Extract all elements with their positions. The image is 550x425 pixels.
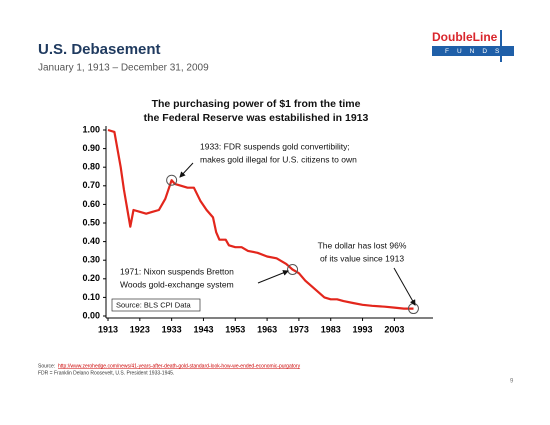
- y-tick-label: 0.90: [82, 143, 100, 153]
- annotation: 1933: FDR suspends gold convertibility;: [200, 141, 350, 151]
- x-tick-label: 1923: [130, 324, 150, 334]
- source-link[interactable]: http://www.zerohedge.com/news/41-years-a…: [58, 363, 301, 369]
- logo: DoubleLine FUNDS: [432, 30, 514, 62]
- x-tick-label: 1913: [98, 324, 118, 334]
- y-tick-label: 0.70: [82, 180, 100, 190]
- slide-title: U.S. Debasement: [38, 41, 161, 58]
- y-tick-label: 0.30: [82, 255, 100, 265]
- annotation: makes gold illegal for U.S. citizens to …: [200, 154, 357, 164]
- chart-title: The purchasing power of $1 from the time: [152, 98, 361, 110]
- annotation: Woods gold-exchange system: [120, 279, 234, 289]
- x-tick-label: 1933: [162, 324, 182, 334]
- chart: The purchasing power of $1 from the time…: [82, 98, 433, 334]
- x-tick-label: 1973: [289, 324, 309, 334]
- x-tick-label: 1993: [353, 324, 373, 334]
- x-tick-label: 1943: [193, 324, 213, 334]
- x-tick-label: 1953: [225, 324, 245, 334]
- highlight-circle: [287, 264, 299, 275]
- annotation-arrow: [257, 270, 289, 284]
- annotation: 1971: Nixon suspends Bretton: [120, 266, 234, 276]
- logo-bar: [432, 46, 514, 56]
- chart-source: Source: BLS CPI Data: [116, 300, 191, 309]
- y-tick-label: 0.80: [82, 162, 100, 172]
- page-number: 9: [510, 379, 514, 385]
- y-tick-label: 1.00: [82, 124, 100, 134]
- y-tick-label: 0.00: [82, 310, 100, 320]
- annotation: of its value since 1913: [320, 253, 404, 263]
- y-tick-label: 0.20: [82, 273, 100, 283]
- annotation: The dollar has lost 96%: [318, 240, 407, 250]
- slide-subtitle: January 1, 1913 – December 31, 2009: [38, 63, 209, 74]
- annotation-arrow: [393, 267, 416, 306]
- logo-sub: FUNDS: [445, 48, 507, 55]
- source-box: [111, 298, 201, 312]
- highlight-circle: [166, 174, 178, 186]
- y-tick-label: 0.60: [82, 199, 100, 209]
- y-tick-label: 0.10: [82, 292, 100, 302]
- x-tick-label: 1963: [257, 324, 277, 334]
- x-tick-label: 2003: [384, 324, 404, 334]
- x-tick-label: 1983: [321, 324, 341, 334]
- footnote: FDR = Franklin Delano Roosevelt, U.S. Pr…: [38, 370, 174, 376]
- annotation-arrow: [179, 162, 194, 178]
- data-line: [107, 128, 414, 310]
- chart-title: the Federal Reserve was estabilished in …: [144, 112, 369, 124]
- logo-name: DoubleLine: [432, 30, 498, 44]
- source-label: Source:: [38, 363, 55, 369]
- y-tick-label: 0.50: [82, 217, 100, 227]
- y-tick-label: 0.40: [82, 236, 100, 246]
